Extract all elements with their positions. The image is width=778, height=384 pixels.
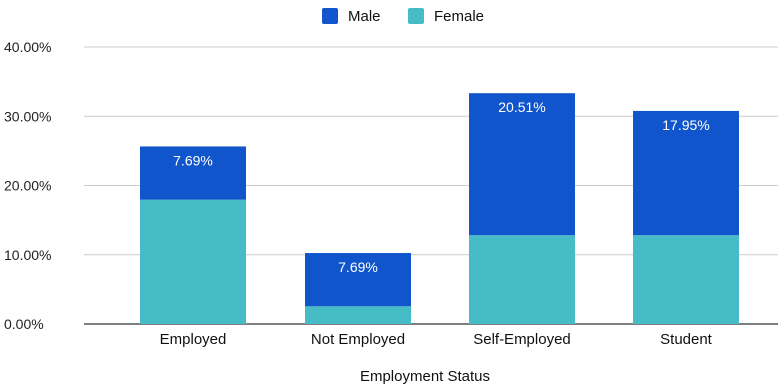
legend-label-male: Male xyxy=(348,8,381,25)
bar-male-self-employed xyxy=(469,93,575,236)
legend: Male Female xyxy=(322,8,484,25)
bar-male-not-employed xyxy=(305,253,411,307)
bar-female-not-employed xyxy=(305,306,411,324)
bar-female-employed xyxy=(140,199,246,324)
y-tick-label: 20.00% xyxy=(4,178,51,194)
bar-male-employed xyxy=(140,146,246,200)
y-axis-tick-labels: 0.00% 10.00% 20.00% 30.00% 40.00% xyxy=(4,39,51,332)
x-category-label: Employed xyxy=(160,331,227,348)
data-label: 7.69% xyxy=(173,152,213,168)
bar-female-self-employed xyxy=(469,235,575,324)
x-category-label: Student xyxy=(660,331,713,348)
legend-label-female: Female xyxy=(434,8,484,25)
legend-swatch-female xyxy=(408,8,424,24)
x-category-label: Not Employed xyxy=(311,331,405,348)
data-label: 17.95% xyxy=(662,117,709,133)
x-category-label: Self-Employed xyxy=(473,331,571,348)
x-axis-title: Employment Status xyxy=(360,368,490,384)
y-tick-label: 40.00% xyxy=(4,39,51,55)
y-tick-label: 30.00% xyxy=(4,108,51,124)
y-tick-label: 0.00% xyxy=(4,316,44,332)
data-label: 7.69% xyxy=(338,259,378,275)
x-axis-category-labels: Employed Not Employed Self-Employed Student xyxy=(160,331,713,348)
bar-male-student xyxy=(633,110,739,236)
y-tick-label: 10.00% xyxy=(4,247,51,263)
bar-female-student xyxy=(633,235,739,324)
data-label: 20.51% xyxy=(498,99,545,115)
bars: 7.69% 7.69% 20.51% 17.95% xyxy=(140,93,739,324)
legend-swatch-male xyxy=(322,8,338,24)
